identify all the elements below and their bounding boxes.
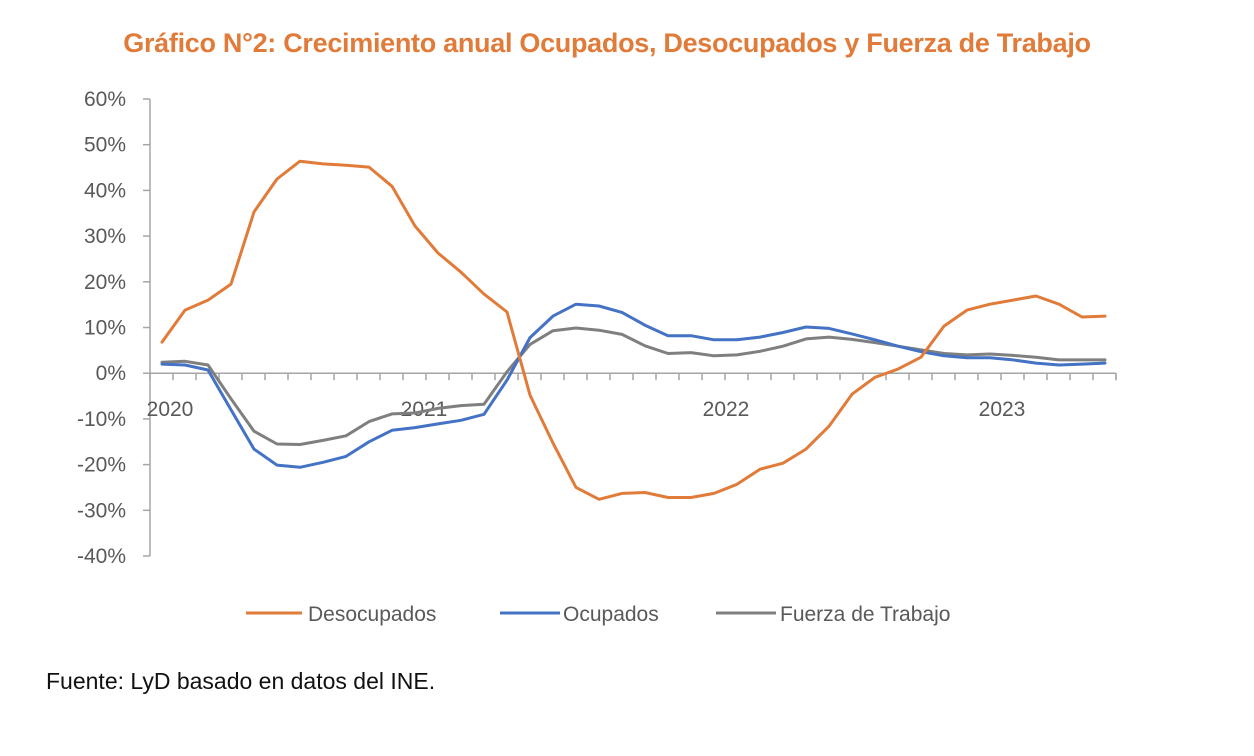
x-year-label: 2022 [703,398,750,421]
x-axis: 2020 2021 2022 2023 [147,372,1117,421]
y-tick-label: 30% [84,225,126,248]
legend: Desocupados Ocupados Fuerza de Trabajo [246,603,950,626]
series-fuerza-de-trabajo [160,326,1107,446]
series-line [160,302,1107,469]
x-year-label: 2023 [979,398,1026,421]
source-note: Fuente: LyD basado en datos del INE. [46,668,436,694]
series-line [160,159,1107,501]
legend-item: Ocupados [500,603,659,626]
y-tick-label: 40% [84,179,126,202]
y-tick-label: 0% [96,362,126,385]
series-desocupados [160,159,1107,501]
y-tick-label: -10% [77,408,126,431]
series-layer [160,159,1107,501]
y-tick-label: 60% [84,88,126,111]
y-tick-label: 20% [84,271,126,294]
legend-label: Desocupados [308,603,436,626]
y-tick-label: 10% [84,317,126,340]
series-ocupados [160,302,1107,469]
legend-item: Fuerza de Trabajo [716,603,950,626]
line-chart: 60% 50% 40% 30% 20% 10% 0% -10% -20% -30% -40% 202… [77,88,1117,626]
legend-item: Desocupados [246,603,436,626]
chart-title: Gráfico N°2: Crecimiento anual Ocupados,… [123,28,1091,58]
x-year-label: 2020 [147,398,194,421]
y-tick-label: -20% [77,454,126,477]
y-tick-label: -40% [77,545,126,568]
series-line [160,326,1107,446]
legend-label: Fuerza de Trabajo [780,603,950,626]
y-tick-label: -30% [77,499,126,522]
legend-label: Ocupados [563,603,659,626]
y-axis: 60% 50% 40% 30% 20% 10% 0% -10% -20% -30% -40% [77,88,151,568]
y-tick-label: 50% [84,134,126,157]
